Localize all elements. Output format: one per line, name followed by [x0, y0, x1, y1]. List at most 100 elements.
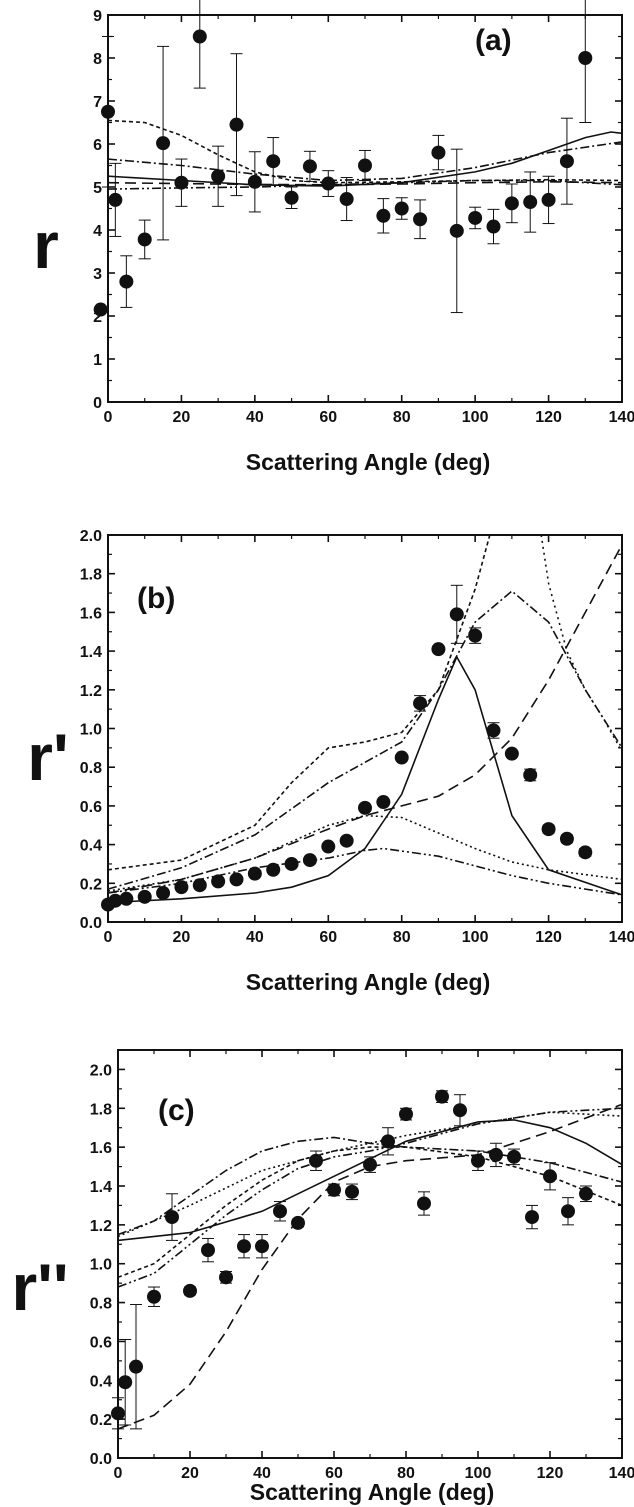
y-tick-label: 1.4 [90, 1179, 112, 1196]
data-point [453, 1103, 467, 1118]
data-point [147, 1289, 161, 1304]
panel-label: (c) [158, 1094, 195, 1127]
data-point [137, 889, 152, 904]
data-point [321, 839, 336, 854]
data-point [489, 1147, 503, 1162]
y-tick-label: 9 [93, 8, 102, 25]
x-tick-label: 0 [104, 929, 113, 946]
y-axis-title: r'' [11, 1250, 68, 1324]
panel-label: (a) [475, 24, 512, 57]
data-point [394, 750, 409, 765]
data-point [394, 201, 409, 216]
data-point [108, 192, 123, 207]
y-tick-label: 0.6 [90, 1334, 112, 1351]
data-point [525, 1210, 539, 1225]
data-point [579, 1186, 593, 1201]
model-curve-dashdotdot [118, 1107, 622, 1288]
data-point [284, 856, 299, 871]
y-tick-label: 0.4 [90, 1373, 112, 1390]
x-tick-label: 80 [397, 1465, 415, 1482]
data-point [578, 51, 593, 65]
data-point [435, 1089, 449, 1104]
data-point [504, 196, 519, 211]
data-point [413, 212, 428, 227]
data-point [559, 154, 574, 169]
data-point [174, 880, 189, 895]
x-tick-label: 80 [393, 409, 411, 426]
y-tick-label: 1.8 [80, 567, 102, 584]
data-point [174, 175, 189, 190]
y-tick-label: 2.0 [90, 1062, 112, 1079]
x-axis-title: Scattering Angle (deg) [246, 969, 491, 995]
data-point [363, 1157, 377, 1172]
data-point [468, 628, 483, 643]
data-point [431, 145, 446, 160]
data-point [266, 154, 281, 169]
model-curve-dashdotdot [108, 847, 622, 896]
x-axis-title: Scattering Angle (deg) [250, 1479, 495, 1505]
data-point [129, 1359, 143, 1374]
data-point [302, 159, 317, 174]
x-axis-title: Scattering Angle (deg) [246, 449, 491, 475]
data-point [507, 1149, 521, 1164]
y-tick-label: 0.0 [90, 1451, 112, 1468]
data-point [309, 1153, 323, 1168]
plot-frame [107, 14, 623, 403]
x-tick-label: 20 [181, 1465, 199, 1482]
data-point [559, 831, 574, 846]
x-tick-label: 140 [609, 1465, 634, 1482]
y-tick-label: 1.2 [80, 683, 102, 700]
data-point [201, 1243, 215, 1258]
y-tick-label: 7 [93, 94, 102, 111]
y-tick-label: 1.0 [80, 722, 102, 739]
y-tick-label: 2.0 [80, 528, 102, 545]
data-point [266, 862, 281, 877]
data-point [541, 822, 556, 837]
data-point [578, 845, 593, 860]
y-tick-label: 1.6 [80, 605, 102, 622]
data-point [119, 891, 134, 906]
y-tick-label: 0.8 [80, 760, 102, 777]
y-tick-label: 0.6 [80, 799, 102, 816]
data-point [237, 1239, 251, 1254]
data-point [229, 117, 244, 132]
x-tick-label: 100 [462, 929, 489, 946]
model-curve-dot [118, 1111, 622, 1238]
data-point [156, 885, 171, 900]
y-axis-title: r' [27, 720, 68, 794]
model-curve-dashdot [108, 590, 622, 890]
panel-label: (b) [137, 582, 175, 615]
data-point [211, 169, 226, 184]
data-point [468, 210, 483, 225]
y-tick-label: 3 [93, 266, 102, 283]
y-tick-label: 5 [93, 180, 102, 197]
data-point [247, 866, 262, 881]
model-curve-solid [108, 655, 622, 904]
x-tick-label: 140 [609, 409, 634, 426]
y-tick-label: 0.2 [80, 876, 102, 893]
data-point [284, 190, 299, 205]
data-point [504, 746, 519, 761]
x-tick-label: 60 [325, 1465, 343, 1482]
y-tick-label: 1.8 [90, 1101, 112, 1118]
data-point [108, 893, 123, 908]
data-point [449, 223, 464, 238]
y-tick-label: 1.4 [80, 644, 102, 661]
y-tick-label: 1.6 [90, 1140, 112, 1157]
data-point [291, 1215, 305, 1230]
data-point [339, 833, 354, 848]
x-tick-label: 80 [393, 929, 411, 946]
data-point [211, 874, 226, 889]
data-point [219, 1270, 233, 1285]
data-point [471, 1153, 485, 1168]
data-point [523, 195, 538, 210]
y-tick-label: 0.0 [80, 915, 102, 932]
data-point [486, 723, 501, 738]
x-tick-label: 100 [462, 409, 489, 426]
x-tick-label: 40 [246, 409, 264, 426]
data-point [255, 1239, 269, 1254]
x-tick-label: 40 [246, 929, 264, 946]
chart-panel-c: 0 20 40 60 80 100 120 140 0.0 0.2 0.4 0.6 0.8 1.0 1.2 1… [11, 1049, 634, 1505]
y-tick-label: 4 [93, 223, 102, 240]
chart-panel-a: 0 20 40 60 80 100 120 140 0 1 2 3 4 5 6 7 8 9 Scattering A… [33, 0, 634, 475]
